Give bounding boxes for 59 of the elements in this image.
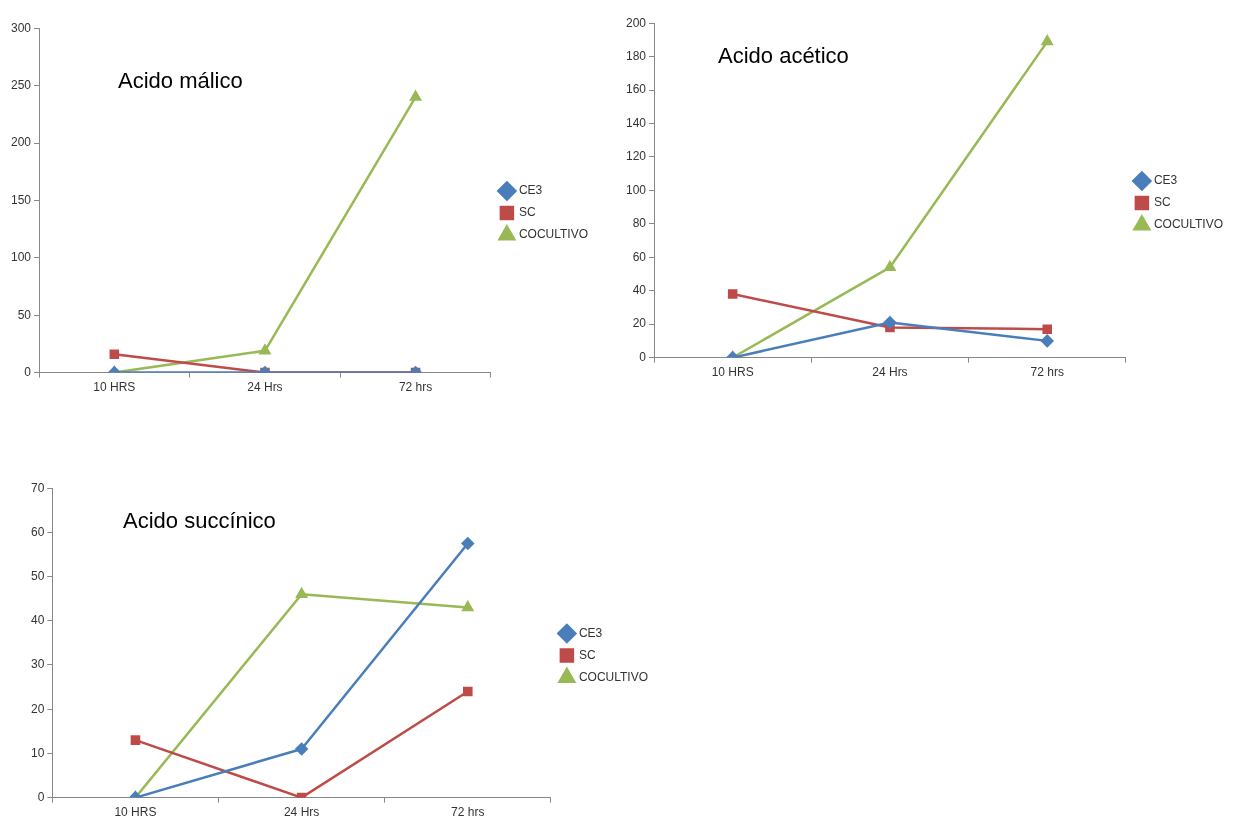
point bbox=[130, 735, 141, 745]
y-tick-label: 30 bbox=[30, 657, 45, 672]
x-tick-label: 72 hrs bbox=[451, 805, 485, 820]
x-tick-label: 10 HRS bbox=[711, 365, 754, 380]
y-tick-label: 100 bbox=[625, 182, 647, 197]
legend-label: COCULTIVO bbox=[1153, 217, 1224, 232]
y-tick-label: 160 bbox=[625, 82, 647, 97]
legend-label: SC bbox=[1153, 195, 1171, 210]
text: Acido málico bbox=[118, 68, 243, 94]
y-tick-label: 40 bbox=[632, 283, 647, 298]
point bbox=[883, 316, 897, 329]
y-tick-label: 20 bbox=[30, 701, 45, 716]
point bbox=[462, 601, 474, 612]
y-tick-label: 180 bbox=[625, 48, 647, 63]
y-tick-label: 300 bbox=[10, 20, 32, 35]
x-tick-label: 72 hrs bbox=[1030, 365, 1064, 380]
y-tick-label: 0 bbox=[24, 364, 32, 379]
y-tick-label: 50 bbox=[17, 307, 32, 322]
legend-label: CE3 bbox=[518, 183, 543, 198]
y-tick-label: 0 bbox=[37, 789, 45, 804]
point bbox=[409, 90, 422, 101]
point bbox=[461, 537, 475, 550]
legend-label: CE3 bbox=[1153, 173, 1178, 188]
text: Acido succínico bbox=[123, 508, 276, 534]
x-tick-label: 10 HRS bbox=[114, 805, 157, 820]
point bbox=[1041, 35, 1053, 46]
y-tick-label: 200 bbox=[10, 135, 32, 150]
y-tick-label: 60 bbox=[30, 524, 45, 539]
x-tick-label: 24 Hrs bbox=[283, 805, 320, 820]
point bbox=[295, 742, 308, 756]
y-tick-label: 0 bbox=[639, 349, 647, 364]
point bbox=[727, 289, 738, 299]
y-tick-label: 140 bbox=[625, 115, 647, 130]
y-tick-label: 50 bbox=[30, 568, 45, 583]
x-tick-label: 10 HRS bbox=[93, 380, 136, 395]
y-tick-label: 200 bbox=[625, 15, 647, 30]
legend-label: SC bbox=[578, 647, 596, 662]
y-tick-label: 150 bbox=[10, 192, 32, 207]
point bbox=[1042, 324, 1053, 334]
legend-label: COCULTIVO bbox=[518, 227, 589, 242]
point bbox=[463, 686, 473, 697]
point bbox=[1040, 334, 1054, 348]
x-tick-label: 24 Hrs bbox=[872, 365, 908, 380]
y-tick-label: 60 bbox=[632, 249, 647, 264]
legend-label: COCULTIVO bbox=[578, 669, 649, 684]
x-tick-label: 72 hrs bbox=[398, 380, 433, 395]
y-tick-label: 80 bbox=[632, 216, 647, 231]
y-tick-label: 120 bbox=[625, 149, 647, 164]
y-tick-label: 20 bbox=[632, 316, 647, 331]
y-tick-label: 100 bbox=[10, 250, 32, 265]
y-tick-label: 10 bbox=[30, 745, 45, 760]
y-tick-label: 40 bbox=[30, 613, 45, 628]
legend-label: CE3 bbox=[578, 625, 603, 640]
legend-label: SC bbox=[518, 205, 536, 220]
x-tick-label: 24 Hrs bbox=[247, 380, 283, 395]
y-tick-label: 250 bbox=[10, 77, 32, 92]
y-tick-label: 70 bbox=[30, 480, 45, 495]
point bbox=[259, 344, 271, 355]
text: Acido acético bbox=[718, 43, 849, 69]
